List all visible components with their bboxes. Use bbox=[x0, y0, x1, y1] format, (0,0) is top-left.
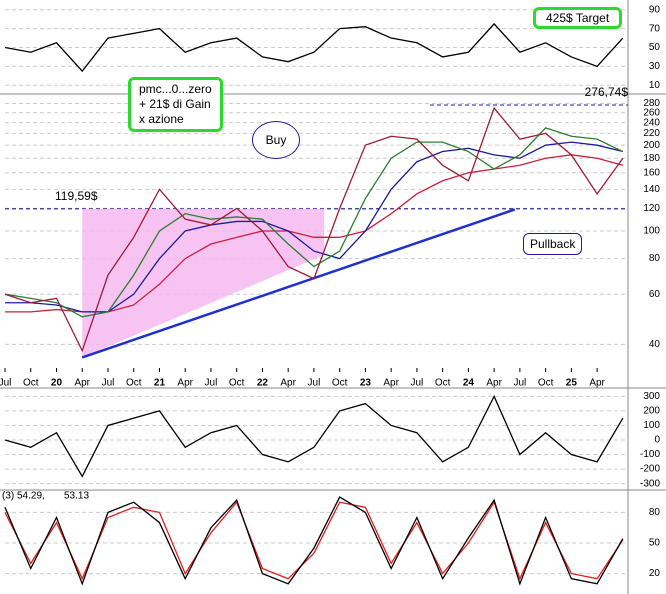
x-tick-label: 23 bbox=[360, 378, 372, 389]
x-tick-label: Jul bbox=[205, 378, 218, 389]
legend-text: (3) 54.29, bbox=[2, 491, 45, 502]
x-tick-label: Jul bbox=[411, 378, 424, 389]
annotation: Buy bbox=[265, 133, 287, 147]
series-line bbox=[4, 496, 624, 586]
x-tick-label: Oct bbox=[126, 378, 142, 389]
y-tick-label: 20 bbox=[649, 568, 661, 579]
y-tick-label: 50 bbox=[649, 538, 661, 549]
y-tick-label: 90 bbox=[649, 4, 661, 15]
trendline bbox=[81, 208, 516, 359]
y-tick-label: 220 bbox=[643, 128, 660, 139]
y-tick-label: 80 bbox=[649, 253, 661, 264]
x-tick-label: Oct bbox=[435, 378, 451, 389]
annotation: pmc...0...zero bbox=[139, 82, 212, 96]
y-tick-label: 180 bbox=[643, 153, 660, 164]
y-tick-label: 140 bbox=[643, 184, 660, 195]
x-tick-label: Jul bbox=[0, 378, 11, 389]
y-tick-label: -100 bbox=[640, 449, 660, 460]
x-tick-label: 20 bbox=[51, 378, 63, 389]
x-tick-label: Oct bbox=[229, 378, 245, 389]
x-tick-label: 21 bbox=[154, 378, 166, 389]
triangle-fill bbox=[82, 208, 325, 358]
x-tick-label: Oct bbox=[538, 378, 554, 389]
y-tick-label: 100 bbox=[643, 420, 660, 431]
series-line bbox=[4, 394, 624, 478]
x-tick-label: Apr bbox=[280, 378, 296, 389]
series-line bbox=[4, 106, 624, 353]
gain-box: pmc...0...zero + 21$ di Gain x azione bbox=[128, 77, 223, 132]
legend-text: 53.13 bbox=[64, 491, 89, 502]
pullback-box: Pullback bbox=[523, 233, 583, 255]
x-tick-label: Jul bbox=[308, 378, 321, 389]
y-tick-label: 50 bbox=[649, 42, 661, 53]
y-tick-label: 260 bbox=[643, 107, 660, 118]
y-tick-label: 70 bbox=[649, 23, 661, 34]
series-line bbox=[4, 127, 624, 318]
y-tick-label: 80 bbox=[649, 507, 661, 518]
series-line bbox=[4, 22, 624, 73]
series-line bbox=[4, 500, 624, 581]
x-tick-label: Oct bbox=[23, 378, 39, 389]
annotation: + 21$ di Gain bbox=[139, 97, 211, 111]
y-tick-label: 280 bbox=[643, 98, 660, 109]
y-tick-label: 200 bbox=[643, 140, 660, 151]
x-tick-label: Jul bbox=[513, 378, 526, 389]
y-tick-label: 300 bbox=[643, 391, 660, 402]
y-tick-label: 30 bbox=[649, 61, 661, 72]
y-tick-label: 100 bbox=[643, 226, 660, 237]
y-tick-label: 200 bbox=[643, 406, 660, 417]
y-tick-label: 120 bbox=[643, 203, 660, 214]
x-tick-label: Oct bbox=[332, 378, 348, 389]
x-tick-label: 25 bbox=[566, 378, 578, 389]
x-tick-label: Apr bbox=[177, 378, 193, 389]
annotation: 425$ Target bbox=[546, 11, 610, 25]
x-tick-label: 22 bbox=[257, 378, 269, 389]
y-tick-label: 10 bbox=[649, 80, 661, 91]
reference-label: 119,59$ bbox=[55, 189, 98, 203]
x-tick-label: Apr bbox=[589, 378, 605, 389]
x-tick-label: Apr bbox=[486, 378, 502, 389]
y-tick-label: 240 bbox=[643, 117, 660, 128]
buy-bubble: Buy bbox=[252, 121, 300, 159]
x-tick-label: Jul bbox=[102, 378, 115, 389]
y-tick-label: -200 bbox=[640, 464, 660, 475]
y-tick-label: 40 bbox=[649, 339, 661, 350]
x-tick-label: 24 bbox=[463, 378, 475, 389]
target-box: 425$ Target bbox=[533, 7, 623, 29]
y-tick-label: 0 bbox=[654, 435, 660, 446]
x-tick-label: Apr bbox=[74, 378, 90, 389]
y-tick-label: -300 bbox=[640, 478, 660, 489]
annotation: Pullback bbox=[530, 237, 576, 251]
reference-label: 276,74$ bbox=[585, 85, 629, 99]
x-tick-label: Apr bbox=[383, 378, 399, 389]
y-tick-label: 160 bbox=[643, 167, 660, 178]
annotation: x azione bbox=[139, 112, 184, 126]
y-tick-label: 60 bbox=[649, 289, 661, 300]
